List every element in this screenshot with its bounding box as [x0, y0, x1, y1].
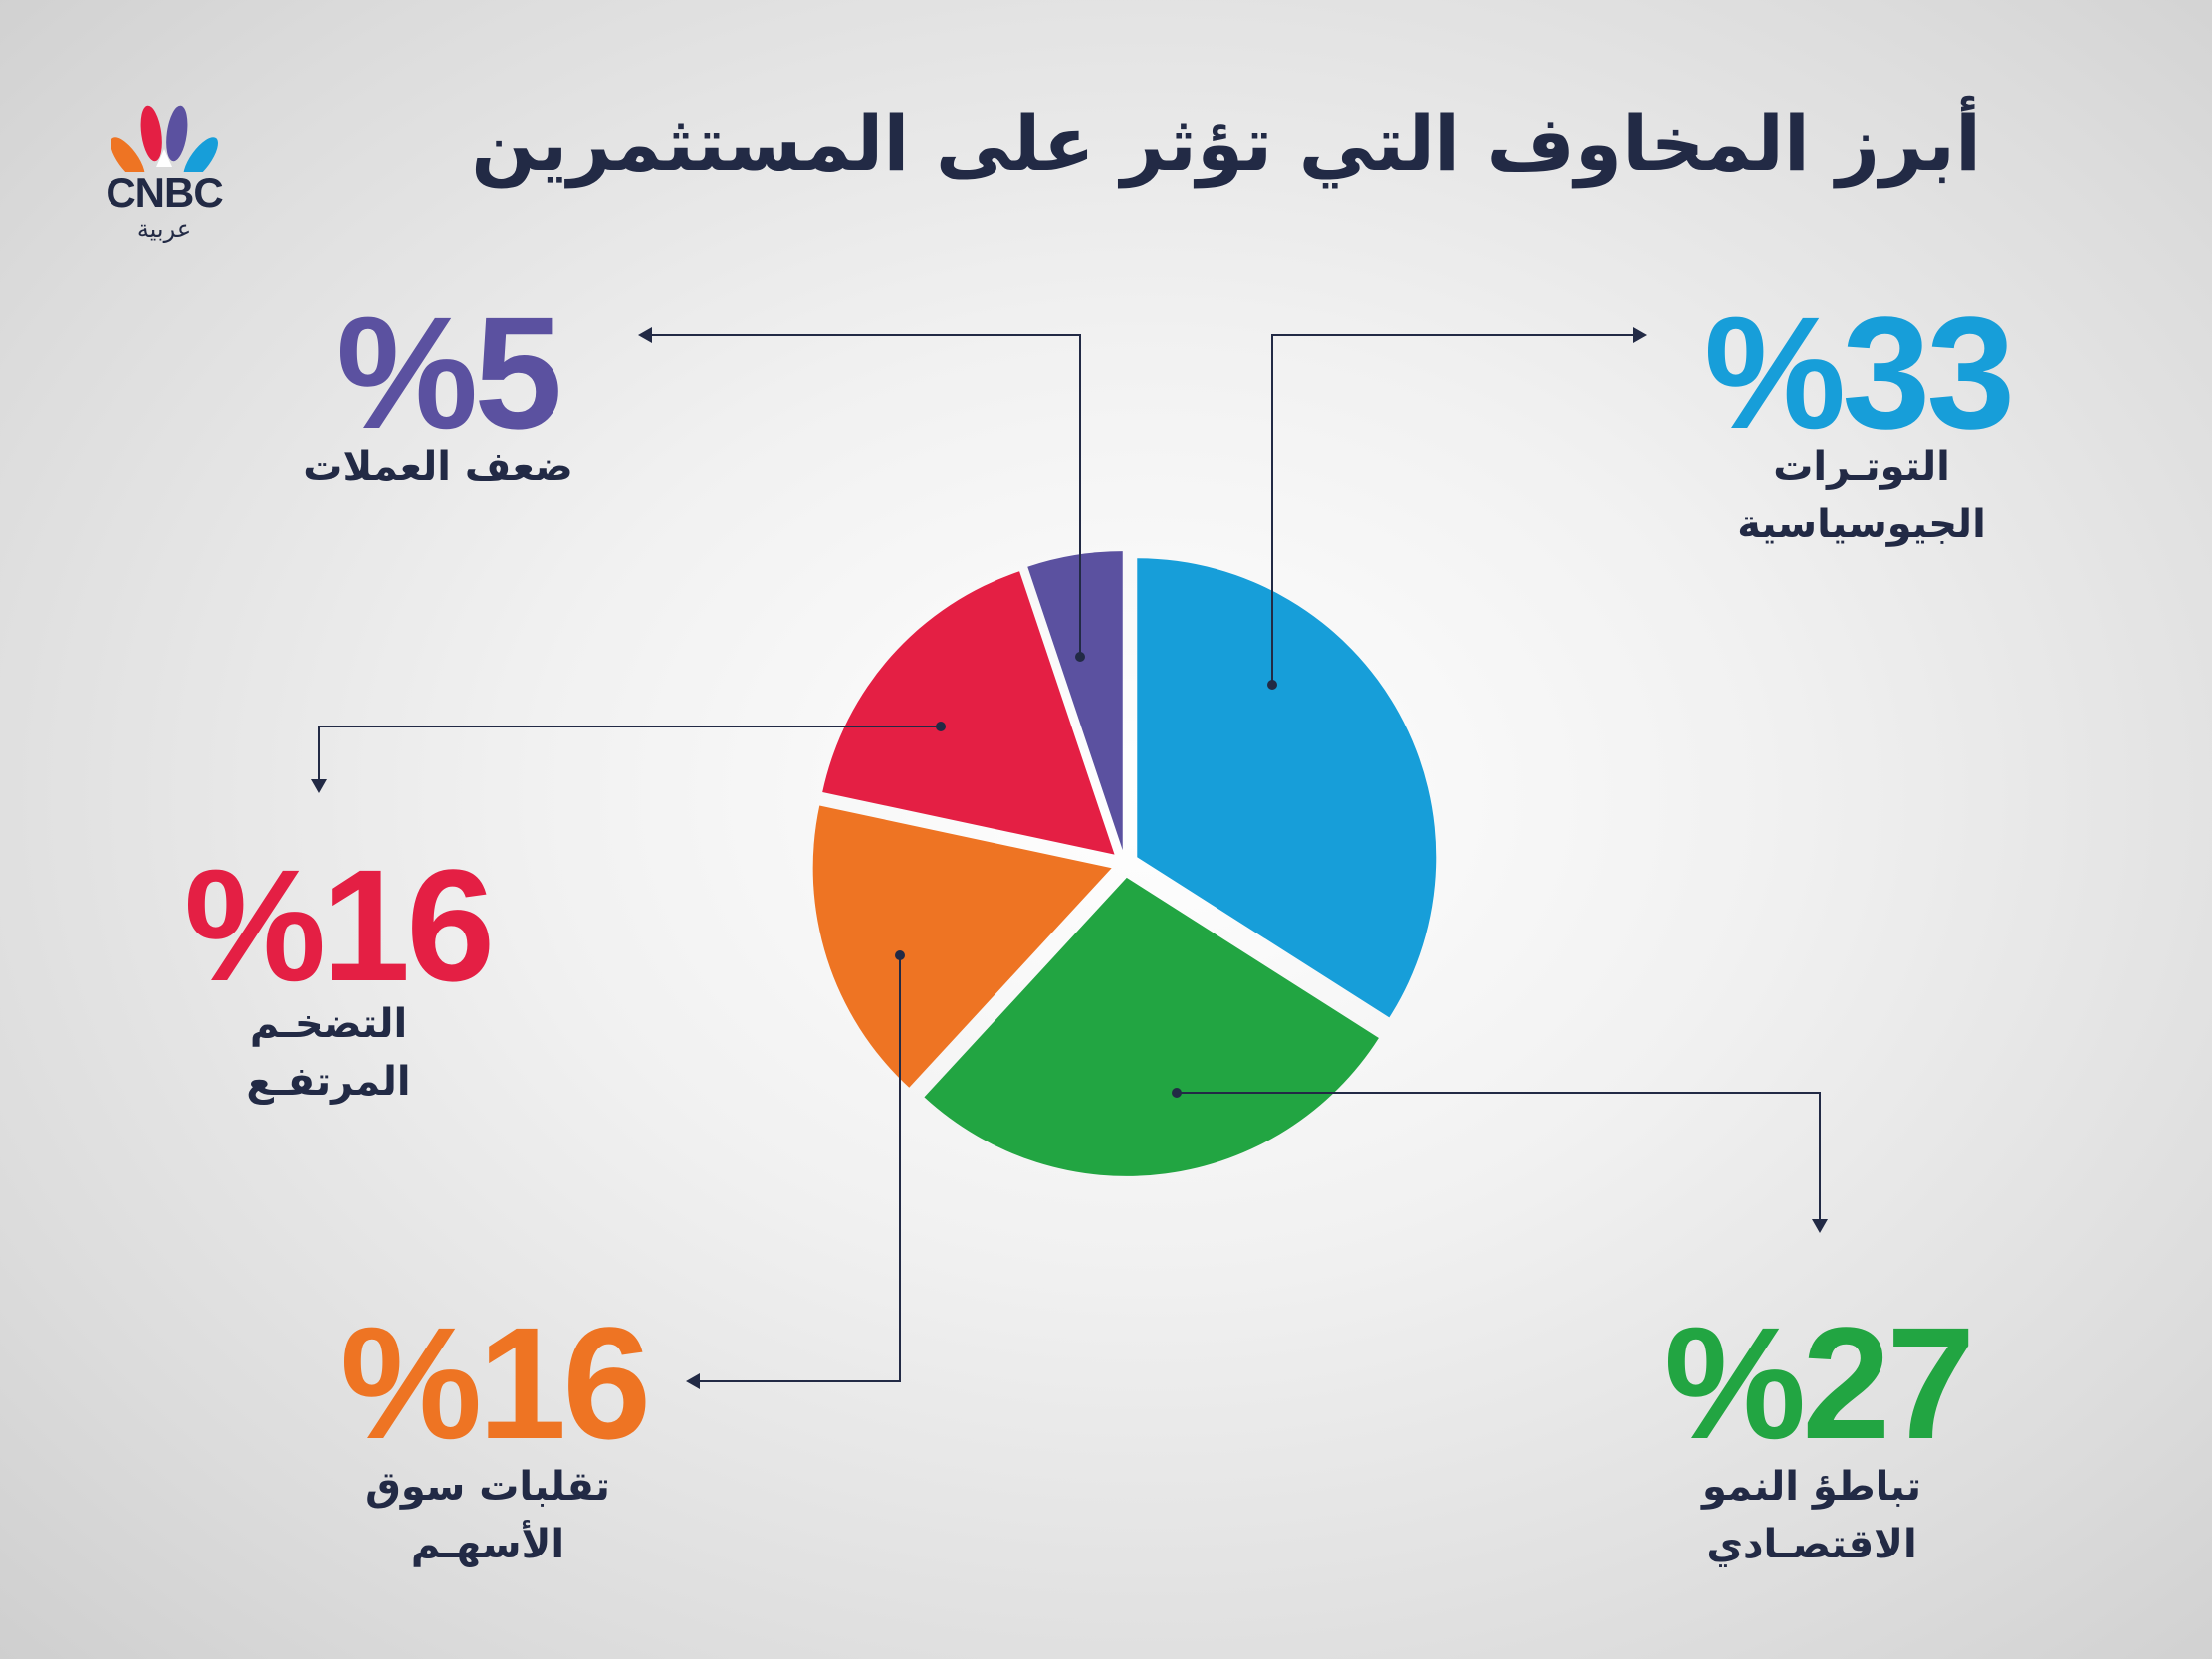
- pct-geopolitical: %33: [1704, 284, 2015, 462]
- label-growth-slowdown-line1: تباطؤ النمو: [1702, 1464, 1921, 1510]
- arrowhead-icon: [1633, 327, 1647, 343]
- label-inflation-line1: التضخـم: [249, 1001, 408, 1047]
- label-inflation: التضخـم المرتفـع: [179, 995, 478, 1111]
- label-geopolitical-line1: التوتـرات: [1773, 444, 1950, 490]
- leader-inflation: [311, 722, 946, 793]
- slice-growth-slowdown: [924, 877, 1379, 1176]
- leader-dot: [1075, 652, 1085, 662]
- logo-arabic-text: عربية: [136, 215, 192, 243]
- slice-currencies: [1027, 551, 1123, 851]
- logo-wordmark: CNBC: [106, 169, 223, 216]
- label-growth-slowdown: تباطؤ النمو الاقتصـادي: [1643, 1458, 1981, 1573]
- leader-currencies: [638, 327, 1085, 662]
- cnbc-logo: CNBC عربية: [95, 98, 254, 247]
- label-geopolitical-line2: الجيوسياسية: [1737, 502, 1986, 547]
- leader-dot: [1172, 1088, 1182, 1098]
- leader-geopolitical: [1267, 327, 1647, 690]
- label-currencies-line1: ضعف العملات: [303, 444, 573, 490]
- pct-stock-volatility: %16: [340, 1294, 651, 1472]
- pct-currencies: %5: [336, 284, 562, 462]
- arrowhead-icon: [311, 779, 327, 793]
- leader-dot: [936, 722, 946, 731]
- label-stock-volatility-line1: تقلبات سوق: [365, 1464, 610, 1510]
- label-stock-volatility: تقلبات سوق الأسهـم: [319, 1458, 657, 1573]
- leader-growth-slowdown: [1172, 1088, 1828, 1233]
- label-growth-slowdown-line2: الاقتصـادي: [1706, 1522, 1917, 1567]
- label-geopolitical: التوتـرات الجيوسياسية: [1692, 438, 2031, 553]
- label-inflation-line2: المرتفـع: [246, 1059, 411, 1105]
- arrowhead-icon: [638, 327, 652, 343]
- label-currencies: ضعف العملات: [269, 438, 607, 496]
- leader-dot: [1267, 680, 1277, 690]
- peacock-icon: [111, 105, 218, 206]
- slice-geopolitical: [1137, 558, 1437, 1018]
- pct-growth-slowdown: %27: [1664, 1294, 1975, 1472]
- arrowhead-icon: [686, 1373, 700, 1389]
- arrowhead-icon: [1812, 1219, 1828, 1233]
- leader-dot: [895, 950, 905, 960]
- page-title: أبرز المخاوف التي تؤثر على المستثمرين: [471, 100, 1981, 188]
- leader-stock-volatility: [686, 950, 905, 1389]
- pct-inflation: %16: [184, 836, 495, 1014]
- slice-inflation: [822, 571, 1115, 855]
- slice-stock-volatility: [812, 805, 1112, 1088]
- label-stock-volatility-line2: الأسهـم: [410, 1522, 565, 1567]
